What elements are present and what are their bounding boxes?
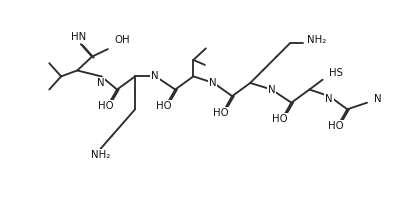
- Text: HO: HO: [156, 101, 171, 111]
- Text: N: N: [325, 94, 333, 104]
- Text: HO: HO: [213, 108, 228, 118]
- Text: HO: HO: [272, 114, 288, 124]
- Text: N: N: [268, 85, 275, 94]
- Text: HS: HS: [329, 68, 343, 78]
- Text: NH₂: NH₂: [307, 35, 326, 45]
- Text: N: N: [97, 78, 104, 88]
- Text: NH₂: NH₂: [91, 150, 110, 160]
- Text: HN: HN: [71, 32, 86, 42]
- Text: HO: HO: [328, 121, 344, 131]
- Text: N: N: [209, 78, 216, 88]
- Text: HO: HO: [98, 101, 113, 111]
- Text: N: N: [374, 94, 381, 104]
- Text: N: N: [151, 71, 159, 81]
- Text: OH: OH: [114, 35, 130, 45]
